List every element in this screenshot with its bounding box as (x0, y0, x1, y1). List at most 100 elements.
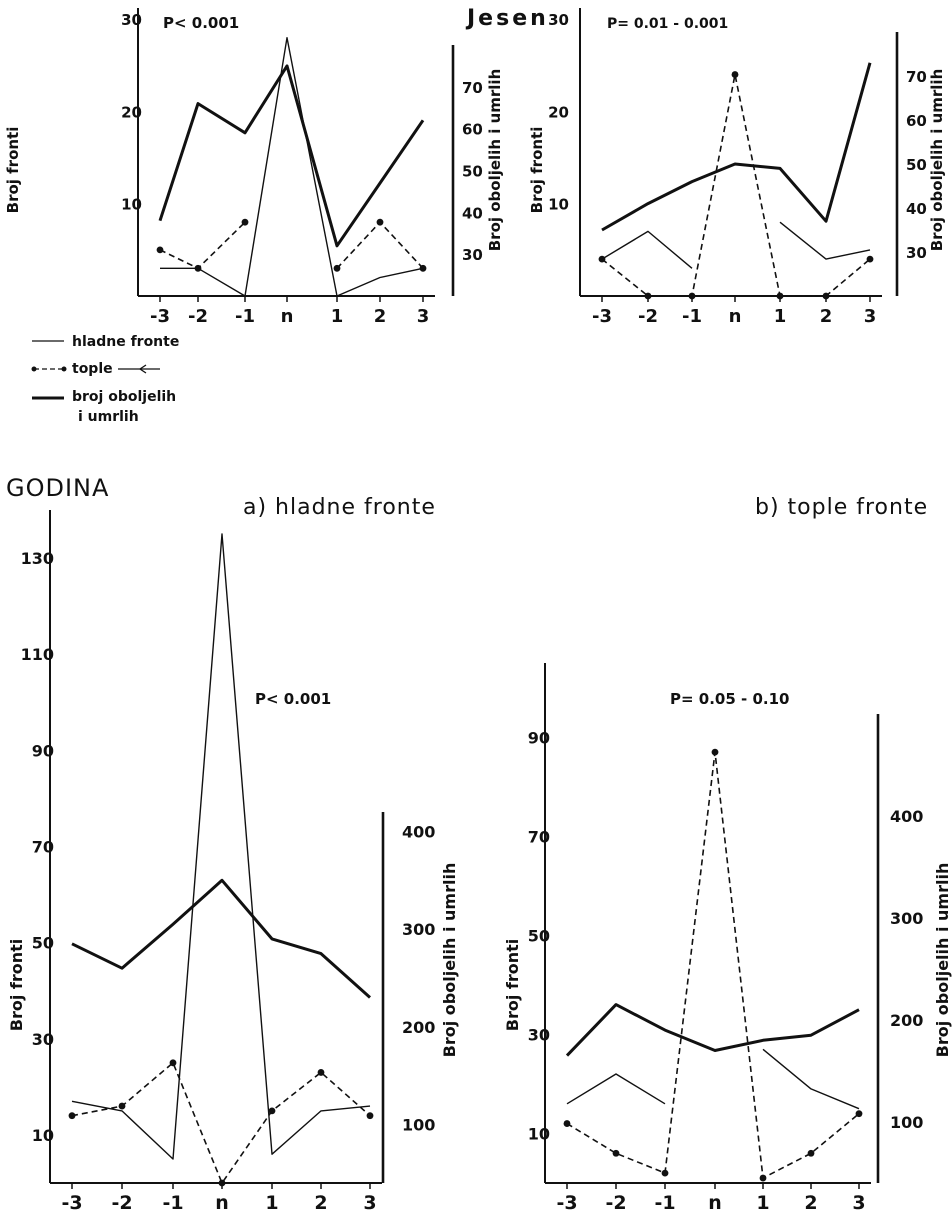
chart4-y-tick-label: 30 (528, 1025, 550, 1044)
chart2-series-dashed-point (688, 292, 696, 300)
chart1-series-dashed-point (376, 218, 384, 226)
chart2-y-tick-label: 20 (548, 103, 569, 121)
chart2-series-dashed-point (598, 255, 606, 263)
chart3-y-tick-label: 70 (32, 838, 54, 857)
chart4-series-dashed-point (807, 1149, 815, 1157)
chart1-series-dashed-point (156, 246, 164, 254)
chart1-y-right-label: Broj oboljelih i umrlih (486, 69, 504, 252)
chart3-x-tick-label: -3 (61, 1192, 82, 1214)
chart4-series-thick-line (565, 1003, 860, 1057)
chart4-x-tick-label: -3 (556, 1192, 577, 1214)
chart4-x-tick-label: 1 (756, 1192, 769, 1214)
chart4-series-dashed-point (612, 1149, 620, 1157)
year-title: GODINA (6, 474, 110, 502)
chart1-series-dashed-line (159, 221, 246, 270)
legend: hladne fronte tople broj oboljelih i umr… (31, 334, 179, 425)
chart3-x-tick-label: -1 (162, 1192, 183, 1214)
chart4-series-thin-line (566, 1073, 666, 1105)
chart3-y-right-tick-label: 400 (402, 823, 435, 842)
chart2-y-right-tick-label: 50 (906, 156, 927, 174)
chart3-x-tick-label: n (215, 1192, 229, 1214)
chart2-series-dashed-point (776, 292, 784, 300)
legend-sick-label-line1: broj oboljelih (72, 389, 176, 405)
chart4-y-tick-label: 90 (528, 728, 550, 747)
chart2-series-dashed-point (644, 292, 652, 300)
legend-warm-symbol-tick (138, 364, 147, 374)
chart3-y-tick-label: 30 (32, 1030, 54, 1049)
chart1-x-tick-label: 2 (374, 306, 387, 327)
chart4-x-tick-label: 2 (804, 1192, 817, 1214)
chart1-y-right-tick-label: 60 (462, 121, 483, 139)
chart3-p-value: P< 0.001 (255, 690, 331, 708)
chart3-series-dashed-point (169, 1059, 177, 1067)
chart3-series-dashed-point (366, 1112, 374, 1120)
chart4-series-dashed-point (661, 1169, 669, 1177)
chart3-y-tick-label: 50 (32, 934, 54, 953)
chart4-y-right-tick-label: 300 (890, 909, 923, 928)
chart3-series-dashed-line (71, 1062, 371, 1184)
chart1-x-tick-label: -2 (188, 306, 208, 327)
chart3-y-right-label: Broj oboljelih i umrlih (440, 863, 459, 1058)
chart1-series-dashed-point (194, 264, 202, 272)
chart3-x-tick-label: 3 (363, 1192, 376, 1214)
chart1-p-value: P< 0.001 (163, 14, 239, 32)
chart2-y-tick-label: 30 (548, 11, 569, 29)
chart2-series-thick-line (601, 62, 872, 232)
chart2-p-value: P= 0.01 - 0.001 (607, 16, 728, 32)
chart4-series-dashed-point (855, 1110, 863, 1118)
chart3-y-tick-label: 130 (21, 549, 54, 568)
chart4-series-dashed-point (563, 1120, 571, 1127)
chart3-series-dashed-point (118, 1102, 126, 1110)
chart1-x-tick-label: 1 (331, 306, 344, 327)
charts-layer: -3 -2 -1 n 1 2 3 10 20 30 30 40 50 60 70 Broj fronti Bro… (4, 8, 952, 1214)
chart4-series-dashed-line (566, 751, 860, 1179)
chart3-y-tick-label: 10 (32, 1126, 54, 1145)
chart2-y-right-tick-label: 60 (906, 112, 927, 130)
chart2-x-tick-label: 1 (774, 306, 787, 327)
chart4-series-thin-line (762, 1048, 860, 1110)
chart1-y-tick-label: 20 (121, 103, 142, 121)
chart2-x-tick-label: 2 (820, 306, 833, 327)
chart3-x-tick-label: -2 (111, 1192, 132, 1214)
chart4-x-tick-label: 3 (852, 1192, 865, 1214)
chart3-title: a) hladne fronte (243, 495, 436, 520)
chart4-series-dashed-point (759, 1174, 767, 1182)
chart1-x-tick-label: n (281, 306, 294, 327)
chart2-series-dashed-point (866, 255, 874, 263)
chart2-series-thin-line (601, 230, 693, 269)
autumn-title: Jesen (467, 6, 549, 31)
chart1-y-tick-label: 30 (121, 11, 142, 29)
legend-warm-label: tople (72, 361, 113, 377)
chart4-y-tick-label: 70 (528, 827, 550, 846)
chart3-series-thick-line (71, 878, 372, 999)
chart4-series-dashed-point (711, 748, 719, 756)
chart1-y-right-tick-label: 30 (462, 246, 483, 264)
chart2-y-right-tick-label: 30 (906, 244, 927, 262)
chart2-series-thin-line (779, 221, 871, 260)
chart4-x-tick-label: -2 (605, 1192, 626, 1214)
chart1-y-right-tick-label: 40 (462, 204, 483, 222)
chart2-series-dashed-point (822, 292, 830, 300)
chart1-x-tick-label: -3 (150, 306, 170, 327)
chart4-y-tick-label: 10 (528, 1124, 550, 1143)
chart2-y-tick-label: 10 (548, 196, 569, 214)
chart1-y-right-tick-label: 70 (462, 79, 483, 97)
chart3-y-right-tick-label: 100 (402, 1115, 435, 1134)
chart3-series-dashed-point (268, 1107, 276, 1115)
chart3-series-dashed-point (218, 1179, 226, 1187)
chart1-x-tick-label: 3 (417, 306, 430, 327)
chart4-y-right-label: Broj oboljelih i umrlih (933, 863, 952, 1058)
chart1-y-tick-label: 10 (121, 196, 142, 214)
chart1-series-thin-line (160, 37, 424, 297)
chart4-x-tick-label: -1 (654, 1192, 675, 1214)
chart3-y-label: Broj fronti (7, 939, 26, 1032)
legend-sick-label-line2: i umrlih (78, 409, 139, 425)
chart2-y-right-label: Broj oboljelih i umrlih (928, 69, 946, 252)
chart4-y-right-tick-label: 100 (890, 1113, 923, 1132)
chart3-y-right-tick-label: 300 (402, 920, 435, 939)
chart3-series-dashed-point (317, 1069, 325, 1076)
chart2-x-tick-label: -1 (682, 306, 702, 327)
chart4-y-right-tick-label: 400 (890, 807, 923, 826)
chart3-y-tick-label: 110 (21, 645, 54, 664)
chart4-y-tick-label: 50 (528, 926, 550, 945)
